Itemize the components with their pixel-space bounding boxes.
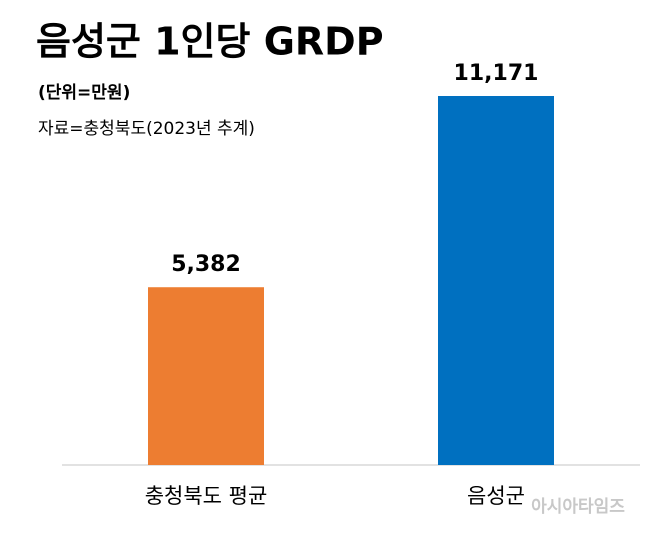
- x-tick-label: 음성군: [467, 484, 525, 508]
- value-label: 5,382: [171, 252, 241, 277]
- x-tick-label: 충청북도 평균: [145, 484, 268, 508]
- value-label: 11,171: [454, 61, 539, 86]
- bar: [438, 96, 554, 465]
- chart-title: 음성군 1인당 GRDP: [36, 20, 384, 64]
- bar: [148, 287, 264, 465]
- source: 자료=충청북도(2023년 추계): [38, 119, 255, 139]
- watermark: 아시아타임즈: [531, 496, 625, 517]
- subtitle: (단위=만원): [38, 83, 130, 103]
